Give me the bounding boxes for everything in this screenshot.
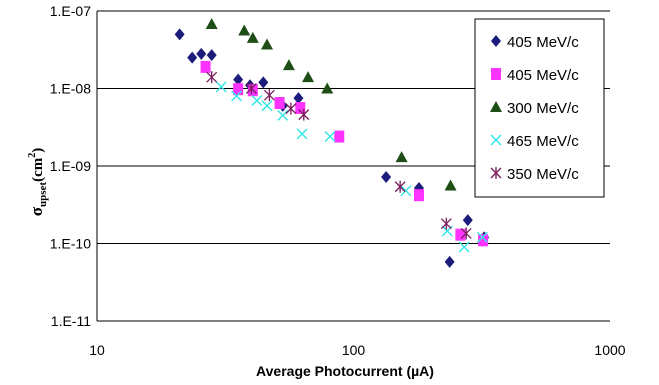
data-point-series-2 [478,234,489,247]
x-tick-label: 1000 [594,342,625,358]
y-tick-label: 1.E-09 [50,158,91,174]
y-tick-label: 1.E-11 [51,313,91,329]
tick-labels: 1.E-07 1.E-08 1.E-09 1.E-10 1.E-11 10 100 1000 [50,3,626,358]
data-point-series-1 [381,171,392,184]
data-point-series-3 [246,31,259,43]
data-point-series-4 [476,231,488,243]
data-point-series-2 [295,102,306,115]
x-tick-label: 100 [342,342,366,358]
data-point-series-3 [282,59,295,71]
y-axis-symbol: σ [27,206,46,216]
data-point-series-3 [321,82,334,94]
data-point-series-2 [334,130,345,143]
data-point-series-4 [324,131,336,143]
legend-marker-3 [490,101,502,112]
y-tick-label: 1.E-08 [50,81,91,97]
y-tick-label: 1.E-07 [50,3,91,19]
data-point-series-3 [444,179,457,191]
data-point-series-4 [261,100,273,112]
data-point-series-3 [395,151,408,163]
data-point-series-2 [455,228,466,241]
data-point-series-1 [174,28,185,41]
y-axis-title: σupset(cm2) [27,148,49,216]
data-point-series-4 [231,90,243,102]
legend-marker-5 [490,167,502,179]
legend-label-5: 350 MeV/c [507,166,579,183]
axes [96,11,610,322]
data-point-series-5 [440,217,452,230]
data-point-series-1 [187,51,198,64]
legend-label-2: 405 MeV/c [507,67,579,84]
data-point-series-5 [285,102,297,115]
data-point-series-4 [296,128,308,140]
data-point-series-2 [413,189,424,202]
data-point-series-5 [298,108,310,121]
y-axis-unit-close: ) [30,148,46,153]
data-point-series-5 [206,71,218,84]
data-point-series-4 [251,95,263,106]
x-axis-title: Average Photocurrent (µA) [256,363,434,379]
legend-label-3: 300 MeV/c [507,100,579,117]
data-point-series-5 [245,82,257,95]
legend: 405 MeV/c 405 MeV/c 300 MeV/c 465 MeV/c 350 … [474,18,605,198]
data-points [174,17,490,268]
data-point-series-5 [460,227,472,240]
y-axis-subscript: upset [37,182,49,207]
legend-marker-1 [491,35,501,47]
data-point-series-4 [215,81,227,93]
data-point-series-3 [302,71,315,83]
data-point-series-1 [444,255,455,268]
data-point-series-5 [263,89,275,102]
data-point-series-1 [196,47,207,60]
data-point-series-1 [293,92,304,105]
data-point-series-5 [394,180,406,193]
data-point-series-1 [462,214,473,227]
y-axis-unit-power: 2 [27,153,38,158]
legend-marker-2 [491,68,501,80]
data-point-series-3 [260,38,273,50]
data-point-series-1 [206,49,217,62]
data-point-series-3 [205,17,218,29]
data-point-series-1 [233,73,244,86]
legend-marker-4 [490,134,502,146]
data-point-series-3 [238,24,251,36]
x-tick-label: 10 [89,342,105,358]
legend-label-4: 465 MeV/c [507,133,579,150]
legend-label-1: 405 MeV/c [507,34,579,51]
y-tick-label: 1.E-10 [50,236,91,252]
data-point-series-2 [200,60,211,73]
data-point-series-4 [277,109,289,121]
data-point-series-4 [400,185,412,197]
y-axis-unit: (cm [30,157,46,182]
data-point-series-4 [458,241,470,253]
data-point-series-2 [233,83,244,96]
data-point-series-2 [274,96,285,109]
data-point-series-1 [258,76,269,89]
